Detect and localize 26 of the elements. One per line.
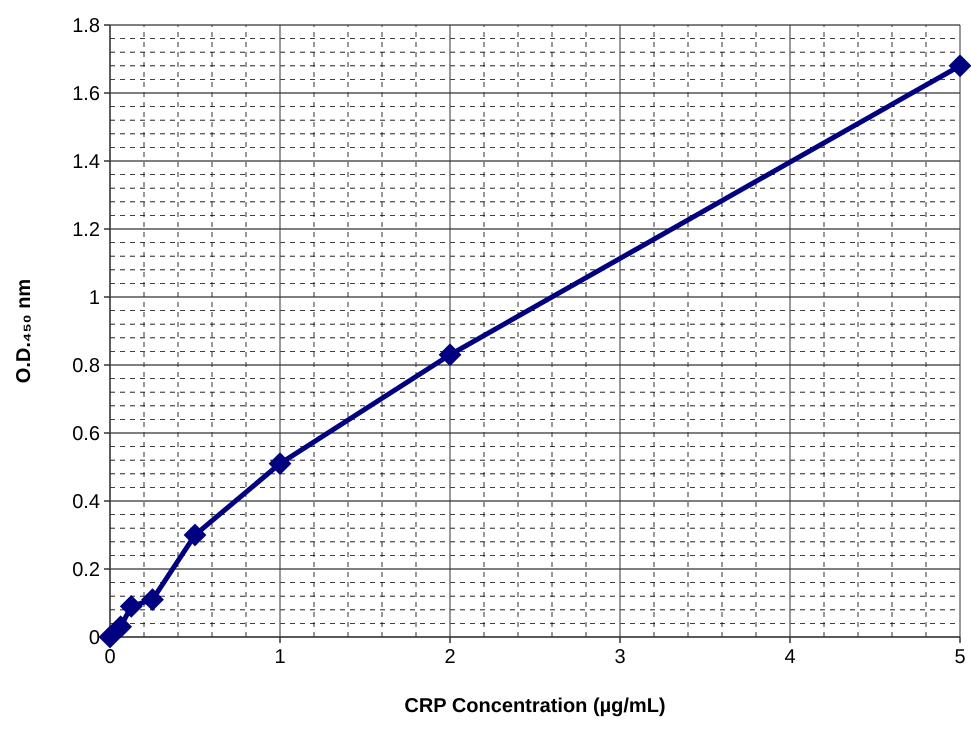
y-tick-label: 1.8 [72,15,100,37]
y-tick-label: 0.2 [72,559,100,581]
x-tick-label: 1 [274,646,286,668]
point [98,626,122,648]
x-tick-label: 2 [444,646,456,668]
x-axis-title: CRP Concentration (µg/mL) [404,695,666,717]
y-tick-label: 1.4 [72,151,100,173]
y-tick-label: 1.2 [72,219,100,241]
y-tick-label: 0.8 [72,355,100,377]
y-tick-label: 0 [88,627,100,649]
point [141,588,164,612]
y-tick-label: 0.4 [72,491,100,513]
point [948,54,971,78]
point [184,524,206,546]
point [438,343,462,366]
y-tick-label: 1.6 [72,83,100,105]
x-tick-label: 3 [614,646,626,668]
x-tick-label: 5 [954,646,966,668]
x-tick-label: 4 [784,646,796,668]
y-tick-label: 0.6 [72,423,100,445]
y-tick-label: 1 [88,287,100,309]
point [109,615,132,638]
x-tick-label: 0 [104,646,116,668]
y-axis-title: O.D.₄₅₀ nm [13,278,35,384]
point [268,452,292,476]
point [120,595,143,618]
